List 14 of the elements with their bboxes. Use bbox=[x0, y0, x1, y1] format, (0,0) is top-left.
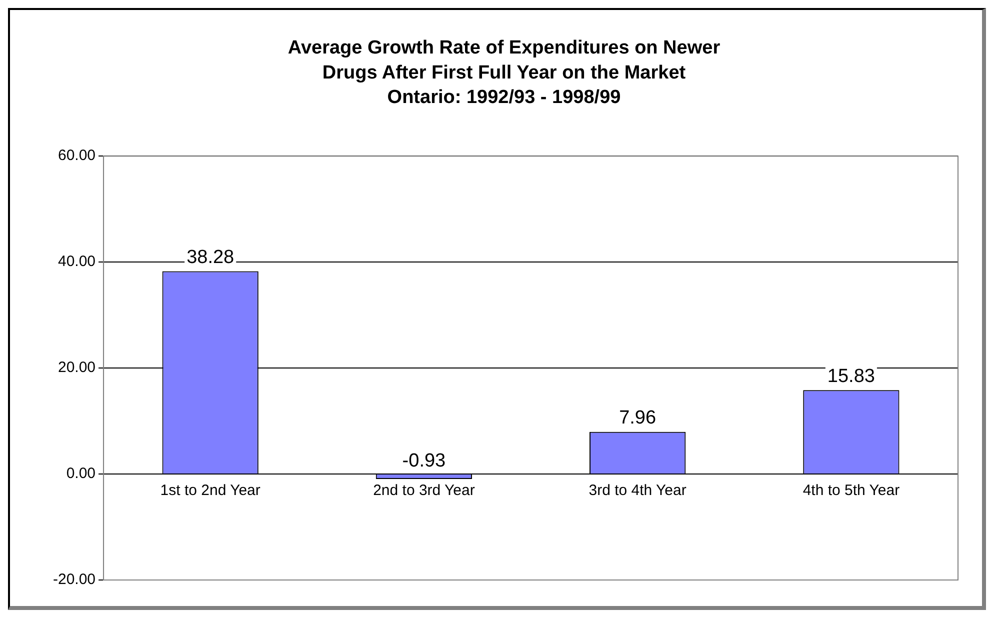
x-tick-label: 1st to 2nd Year bbox=[160, 482, 260, 500]
data-label: 15.83 bbox=[827, 366, 875, 387]
y-tick-label: 40.00 bbox=[58, 253, 96, 270]
data-label: -0.93 bbox=[402, 450, 446, 472]
x-tick-label: 4th to 5th Year bbox=[802, 482, 900, 500]
x-tick-label: 3rd to 4th Year bbox=[588, 482, 686, 500]
data-label: 7.96 bbox=[619, 408, 656, 429]
y-tick-label: 20.00 bbox=[58, 359, 96, 376]
y-tick-label: -20.00 bbox=[52, 571, 96, 588]
y-tick-label: 60.00 bbox=[58, 147, 96, 164]
x-tick-label: 2nd to 3rd Year bbox=[373, 482, 475, 500]
y-tick-label: 0.00 bbox=[66, 465, 96, 482]
chart-title: Average Growth Rate of Expenditures on Newer Drugs After First Full Year on the Market Ontario: 1992/93 - 1998/99 bbox=[288, 38, 721, 108]
data-label: 38.28 bbox=[186, 246, 234, 268]
